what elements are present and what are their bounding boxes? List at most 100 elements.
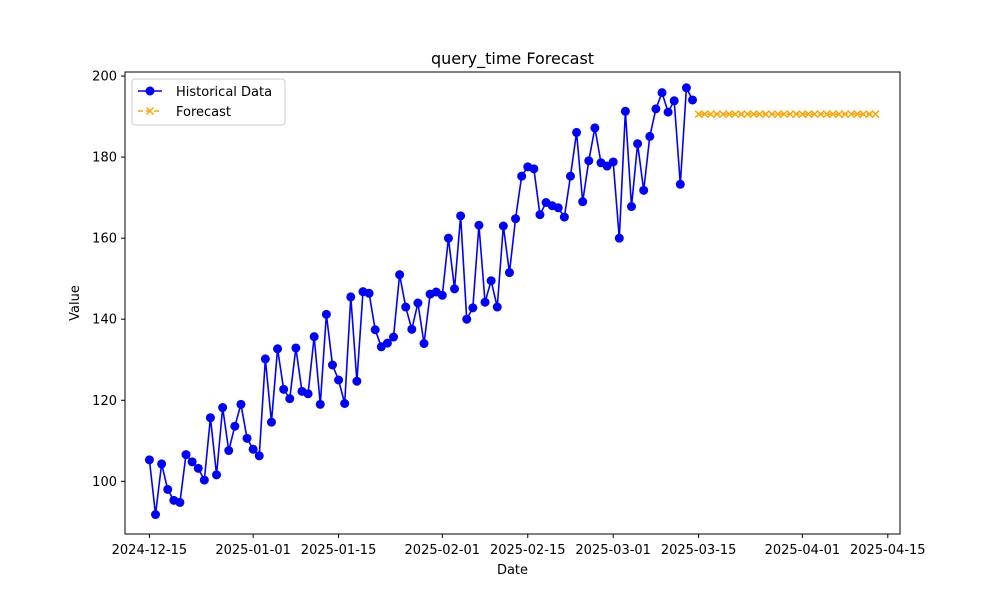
- historical-data-point: [657, 88, 667, 98]
- historical-data-point: [559, 212, 569, 222]
- historical-data-point: [401, 302, 411, 312]
- historical-data-point: [492, 302, 502, 312]
- historical-data-point: [688, 95, 698, 105]
- historical-data-point: [572, 127, 582, 137]
- x-tick-label: 2025-03-15: [661, 543, 737, 558]
- y-tick-label: 160: [92, 232, 117, 247]
- historical-data-point: [193, 463, 203, 473]
- historical-data-point: [663, 107, 673, 117]
- y-tick-label: 100: [92, 475, 117, 490]
- historical-data-point: [285, 394, 295, 404]
- historical-data-point: [321, 309, 331, 319]
- historical-data-point: [450, 284, 460, 294]
- historical-data-point: [346, 292, 356, 302]
- forecast-data-point: [798, 110, 807, 119]
- historical-data-point: [187, 457, 197, 467]
- historical-data-point: [199, 475, 209, 485]
- forecast-data-point: [780, 110, 789, 119]
- x-tick-label: 2025-04-15: [850, 543, 926, 558]
- historical-data-point: [498, 221, 508, 231]
- x-tick-label: 2025-02-15: [490, 543, 566, 558]
- historical-data-point: [535, 210, 545, 220]
- historical-data-point: [352, 376, 362, 386]
- historical-data-point: [443, 233, 453, 243]
- historical-data-point: [340, 399, 350, 409]
- historical-data-point: [565, 171, 575, 181]
- y-axis-title: Value: [68, 285, 83, 321]
- x-tick-label: 2024-12-15: [112, 543, 188, 558]
- forecast-data-point: [822, 110, 831, 119]
- y-tick-label: 120: [92, 394, 117, 409]
- historical-data-point: [620, 106, 630, 116]
- forecast-data-point: [725, 110, 734, 119]
- historical-data-point: [517, 171, 527, 181]
- forecast-data-point: [804, 110, 813, 119]
- x-tick-label: 2025-01-15: [301, 543, 377, 558]
- y-tick-label: 140: [92, 313, 117, 328]
- historical-data-point: [590, 123, 600, 133]
- historical-data-point: [266, 417, 276, 427]
- forecast-data-point: [859, 110, 868, 119]
- legend: Historical Data Forecast: [131, 78, 286, 126]
- forecast-data-point: [719, 110, 728, 119]
- forecast-data-point: [700, 110, 709, 119]
- forecast-data-point: [816, 110, 825, 119]
- forecast-data-point: [773, 110, 782, 119]
- historical-data-point: [175, 497, 185, 507]
- forecast-data-point: [749, 110, 758, 119]
- historical-data-point: [364, 288, 374, 298]
- historical-data-point: [303, 389, 313, 399]
- historical-data-point: [462, 314, 472, 324]
- historical-data-point: [212, 470, 222, 480]
- legend-forecast-label: Forecast: [176, 105, 231, 120]
- legend-historical-marker: [145, 86, 155, 96]
- historical-data-point: [681, 83, 691, 93]
- historical-data-point: [669, 96, 679, 106]
- historical-data-point: [224, 446, 234, 456]
- forecast-data-point: [743, 110, 752, 119]
- historical-data-point: [260, 354, 270, 364]
- forecast-data-point: [853, 110, 862, 119]
- historical-data-point: [315, 399, 325, 409]
- forecast-data-point: [761, 110, 770, 119]
- historical-data-point: [639, 185, 649, 195]
- historical-data-point: [456, 211, 466, 221]
- chart-title: query_time Forecast: [431, 49, 594, 69]
- historical-data-point: [273, 344, 283, 354]
- historical-data-point: [553, 203, 563, 213]
- historical-data-point: [407, 324, 417, 334]
- historical-data-point: [413, 298, 423, 308]
- forecast-data-point: [871, 110, 880, 119]
- historical-data-point: [334, 375, 344, 385]
- historical-data-point: [389, 332, 399, 342]
- historical-data-point: [236, 399, 246, 409]
- historical-data-point: [651, 104, 661, 114]
- historical-data-point: [327, 360, 337, 370]
- historical-data-point: [218, 403, 228, 413]
- historical-data-point: [529, 164, 539, 174]
- y-tick-label: 180: [92, 151, 117, 166]
- historical-data-point: [504, 268, 514, 278]
- legend-historical-label: Historical Data: [176, 85, 272, 100]
- legend-forecast-marker: [145, 106, 155, 116]
- historical-data-point: [309, 332, 319, 342]
- historical-data-point: [468, 303, 478, 313]
- historical-data-point: [181, 450, 191, 460]
- historical-data-point: [419, 339, 429, 349]
- forecast-data-point: [694, 110, 703, 119]
- historical-data-point: [248, 444, 258, 454]
- forecast-data-point: [712, 110, 721, 119]
- historical-data-point: [382, 338, 392, 348]
- y-axis: 100 120 140 160 180 200: [92, 70, 125, 490]
- historical-data-point: [230, 421, 240, 431]
- historical-data-point: [626, 202, 636, 212]
- forecast-data-point: [731, 110, 740, 119]
- historical-data-point: [675, 179, 685, 189]
- historical-data-point: [205, 413, 215, 423]
- historical-data-point: [578, 197, 588, 207]
- x-axis-title: Date: [497, 563, 528, 578]
- forecast-data-point: [737, 110, 746, 119]
- y-tick-label: 200: [92, 70, 117, 85]
- historical-data-point: [584, 156, 594, 166]
